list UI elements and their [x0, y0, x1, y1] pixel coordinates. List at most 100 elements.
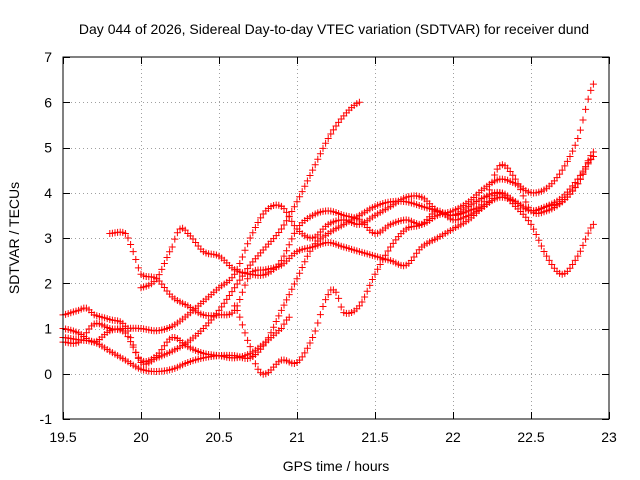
data-point-marker [306, 247, 314, 255]
data-point-marker [532, 230, 540, 238]
data-point-marker [288, 235, 296, 243]
data-point-marker [389, 239, 397, 247]
y-tick-label: -1 [40, 411, 53, 427]
data-point-marker [584, 229, 592, 237]
data-point-marker [368, 276, 376, 284]
data-point-marker [576, 126, 584, 134]
data-point-marker [236, 313, 244, 321]
data-point-marker [283, 217, 291, 225]
data-point-marker [579, 241, 587, 249]
data-point-marker [244, 336, 252, 344]
data-point-marker [527, 220, 535, 228]
y-tick-label: 5 [44, 140, 52, 156]
x-axis-label: GPS time / hours [283, 458, 390, 474]
data-point-marker [241, 246, 249, 254]
data-point-marker [582, 235, 590, 243]
data-point-marker [285, 291, 293, 299]
y-tick-label: 7 [44, 49, 52, 65]
data-point-marker [319, 144, 327, 152]
data-point-marker [566, 264, 574, 272]
data-point-marker [324, 291, 332, 299]
data-point-marker [82, 329, 90, 337]
data-point-marker [530, 225, 538, 233]
data-point-marker [277, 325, 285, 332]
data-point-marker [540, 247, 548, 255]
data-point-marker [366, 281, 374, 289]
data-point-marker [322, 296, 330, 304]
data-point-marker [173, 229, 181, 237]
data-point-marker [506, 167, 514, 175]
data-point-marker [485, 186, 493, 194]
data-point-marker [569, 187, 577, 195]
data-point-marker [324, 134, 332, 142]
chart-title: Day 044 of 2026, Sidereal Day-to-day VTE… [79, 21, 589, 37]
data-point-marker [293, 275, 301, 283]
data-point-marker [301, 349, 309, 357]
y-tick-label: 6 [44, 94, 52, 110]
data-point-marker [514, 180, 522, 188]
x-tick-label: 20 [133, 429, 149, 445]
data-point-marker [236, 259, 244, 267]
data-point-marker [166, 248, 174, 256]
data-point-marker [129, 343, 137, 351]
data-point-marker [134, 264, 142, 272]
data-point-marker [158, 265, 166, 273]
data-point-marker [124, 234, 132, 242]
data-point-marker [228, 288, 236, 296]
data-point-marker [524, 217, 532, 225]
data-point-marker [223, 295, 231, 303]
x-tick-label: 22.5 [517, 429, 544, 445]
data-point-marker [233, 265, 241, 273]
x-tick-label: 20.5 [205, 429, 232, 445]
data-point-marker [298, 353, 306, 361]
data-point-marker [225, 291, 233, 299]
data-point-marker [244, 240, 252, 248]
data-point-marker [311, 161, 319, 169]
data-point-marker [220, 299, 228, 307]
data-point-marker [228, 274, 236, 282]
data-point-marker [231, 302, 239, 310]
data-point-marker [288, 285, 296, 293]
data-point-marker [569, 147, 577, 155]
data-point-marker [275, 312, 283, 320]
data-point-marker [407, 256, 415, 264]
data-point-marker [553, 174, 561, 182]
data-point-marker [316, 150, 324, 158]
data-point-marker [589, 220, 597, 228]
data-point-marker [563, 157, 571, 165]
data-point-marker [283, 208, 291, 216]
data-point-marker [566, 153, 574, 161]
data-point-marker [168, 243, 176, 251]
data-point-marker [384, 247, 392, 255]
data-point-marker [257, 214, 265, 222]
data-point-marker [571, 141, 579, 149]
data-point-marker [121, 229, 129, 237]
data-point-marker [303, 252, 311, 260]
data-point-marker [233, 307, 241, 315]
data-point-marker [296, 269, 304, 277]
data-point-marker [218, 303, 226, 311]
data-point-marker [132, 255, 140, 263]
data-point-marker [275, 228, 283, 236]
data-point-marker [569, 260, 577, 268]
data-point-marker [309, 334, 317, 342]
data-point-marker [254, 365, 262, 373]
data-point-marker [488, 178, 496, 186]
data-point-marker [379, 256, 387, 264]
data-point-marker [519, 192, 527, 200]
data-point-marker [561, 162, 569, 170]
x-tick-label: 19.5 [49, 429, 76, 445]
data-point-marker [231, 270, 239, 278]
data-point-marker [283, 296, 291, 304]
y-tick-label: 0 [44, 366, 52, 382]
data-point-marker [319, 303, 327, 311]
data-point-marker [280, 205, 288, 213]
data-point-marker [303, 177, 311, 185]
data-point-marker [548, 260, 556, 268]
data-point-marker [285, 241, 293, 249]
data-point-marker [285, 313, 293, 321]
data-point-marker [589, 153, 597, 161]
data-point-marker [277, 225, 285, 233]
series-track-7 [231, 153, 597, 378]
data-point-marker [124, 333, 132, 341]
